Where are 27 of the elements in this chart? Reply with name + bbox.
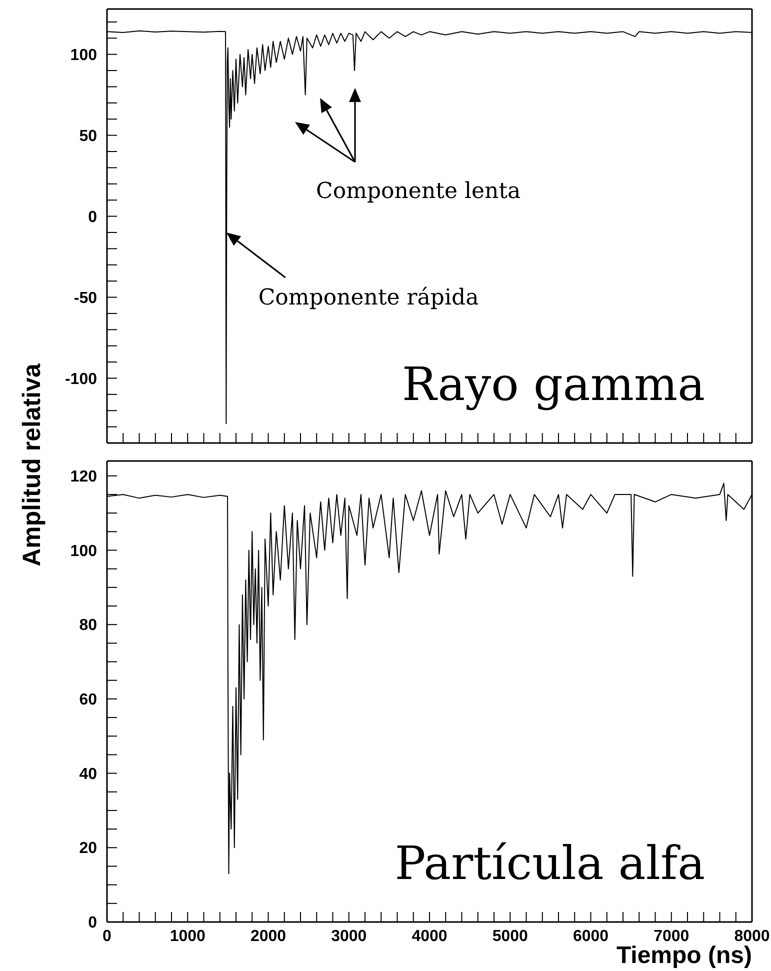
- annotation: Componente rápida: [258, 285, 479, 310]
- x-tick-label: 6000: [572, 928, 609, 945]
- y-tick-label: 100: [70, 46, 98, 64]
- y-tick-label: 0: [88, 914, 98, 932]
- y-axis-title: Amplitud relativa: [18, 362, 46, 566]
- x-tick-label: 1000: [170, 928, 206, 945]
- x-tick-label: 3000: [331, 928, 367, 945]
- y-tick-label: 60: [79, 692, 98, 709]
- y-tick-label: -100: [64, 370, 98, 388]
- annotation: Rayo gamma: [402, 357, 705, 411]
- x-tick-label: 4000: [412, 928, 448, 945]
- y-tick-label: 120: [70, 468, 98, 486]
- y-tick-label: 0: [88, 208, 98, 226]
- y-tick-label: 40: [79, 766, 98, 783]
- annotation: Componente lenta: [316, 179, 521, 204]
- x-tick-label: 5000: [492, 928, 528, 945]
- y-tick-label: 20: [79, 840, 98, 858]
- y-tick-label: 80: [79, 617, 98, 634]
- x-tick-label: 2000: [250, 928, 286, 945]
- y-tick-label: 100: [70, 542, 98, 560]
- y-tick-label: 50: [79, 128, 98, 145]
- x-tick-label: 7000: [654, 928, 690, 945]
- annotation: Partícula alfa: [394, 836, 705, 890]
- y-tick-label: -50: [74, 290, 98, 307]
- x-axis-title: Tiempo (ns): [616, 942, 752, 969]
- x-tick-label: 0: [102, 928, 112, 945]
- x-tick-label: 8000: [734, 928, 770, 945]
